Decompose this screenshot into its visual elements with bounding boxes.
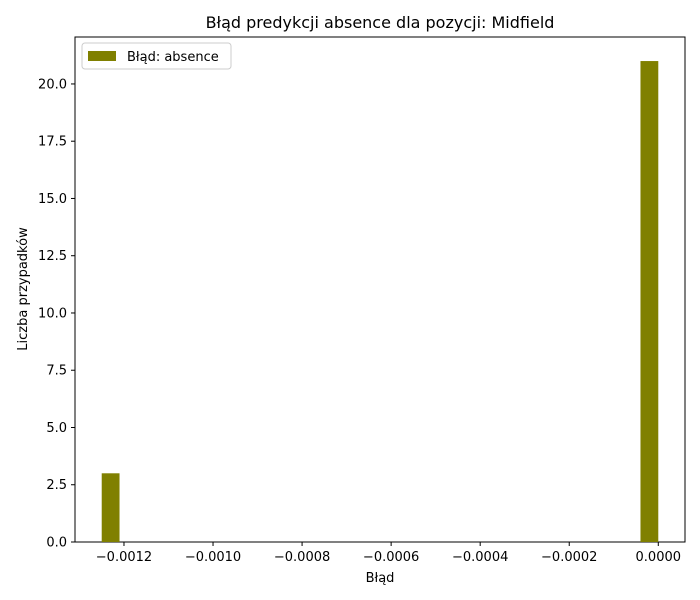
x-tick-label: −0.0006 [363, 550, 419, 565]
y-tick-label: 7.5 [46, 364, 67, 379]
chart-title: Błąd predykcji absence dla pozycji: Midf… [206, 13, 555, 32]
y-tick-label: 12.5 [38, 249, 67, 264]
x-tick-label: 0.0000 [636, 550, 682, 565]
x-tick-label: −0.0002 [541, 550, 597, 565]
bars-group [101, 61, 659, 543]
x-axis: −0.0012 −0.0010 −0.0008 −0.0006 −0.0004 −0.00… [96, 542, 681, 565]
histogram-bar [101, 473, 120, 542]
legend-swatch [88, 51, 116, 61]
y-axis-label: Liczba przypadków [16, 227, 31, 351]
x-tick-label: −0.0004 [452, 550, 508, 565]
y-tick-label: 2.5 [46, 478, 67, 493]
legend-frame [81, 42, 232, 70]
y-tick-label: 5.0 [46, 421, 67, 436]
plot-area [74, 36, 686, 543]
y-tick-label: 17.5 [38, 135, 67, 150]
plot-frame [74, 36, 686, 543]
x-tick-label: −0.0008 [274, 550, 330, 565]
y-tick-label: 0.0 [46, 536, 67, 551]
x-axis-label: Błąd [366, 571, 395, 586]
x-tick-label: −0.0012 [96, 550, 152, 565]
y-axis: 0.0 2.5 5.0 7.5 10.0 12.5 15.0 17.5 20.0 [38, 77, 75, 551]
legend: Błąd: absence [81, 42, 232, 70]
histogram-bar [640, 61, 659, 543]
y-tick-label: 10.0 [38, 306, 67, 321]
y-tick-label: 15.0 [38, 192, 67, 207]
y-tick-label: 20.0 [38, 77, 67, 92]
legend-label: Błąd: absence [127, 50, 219, 65]
x-tick-label: −0.0010 [185, 550, 241, 565]
